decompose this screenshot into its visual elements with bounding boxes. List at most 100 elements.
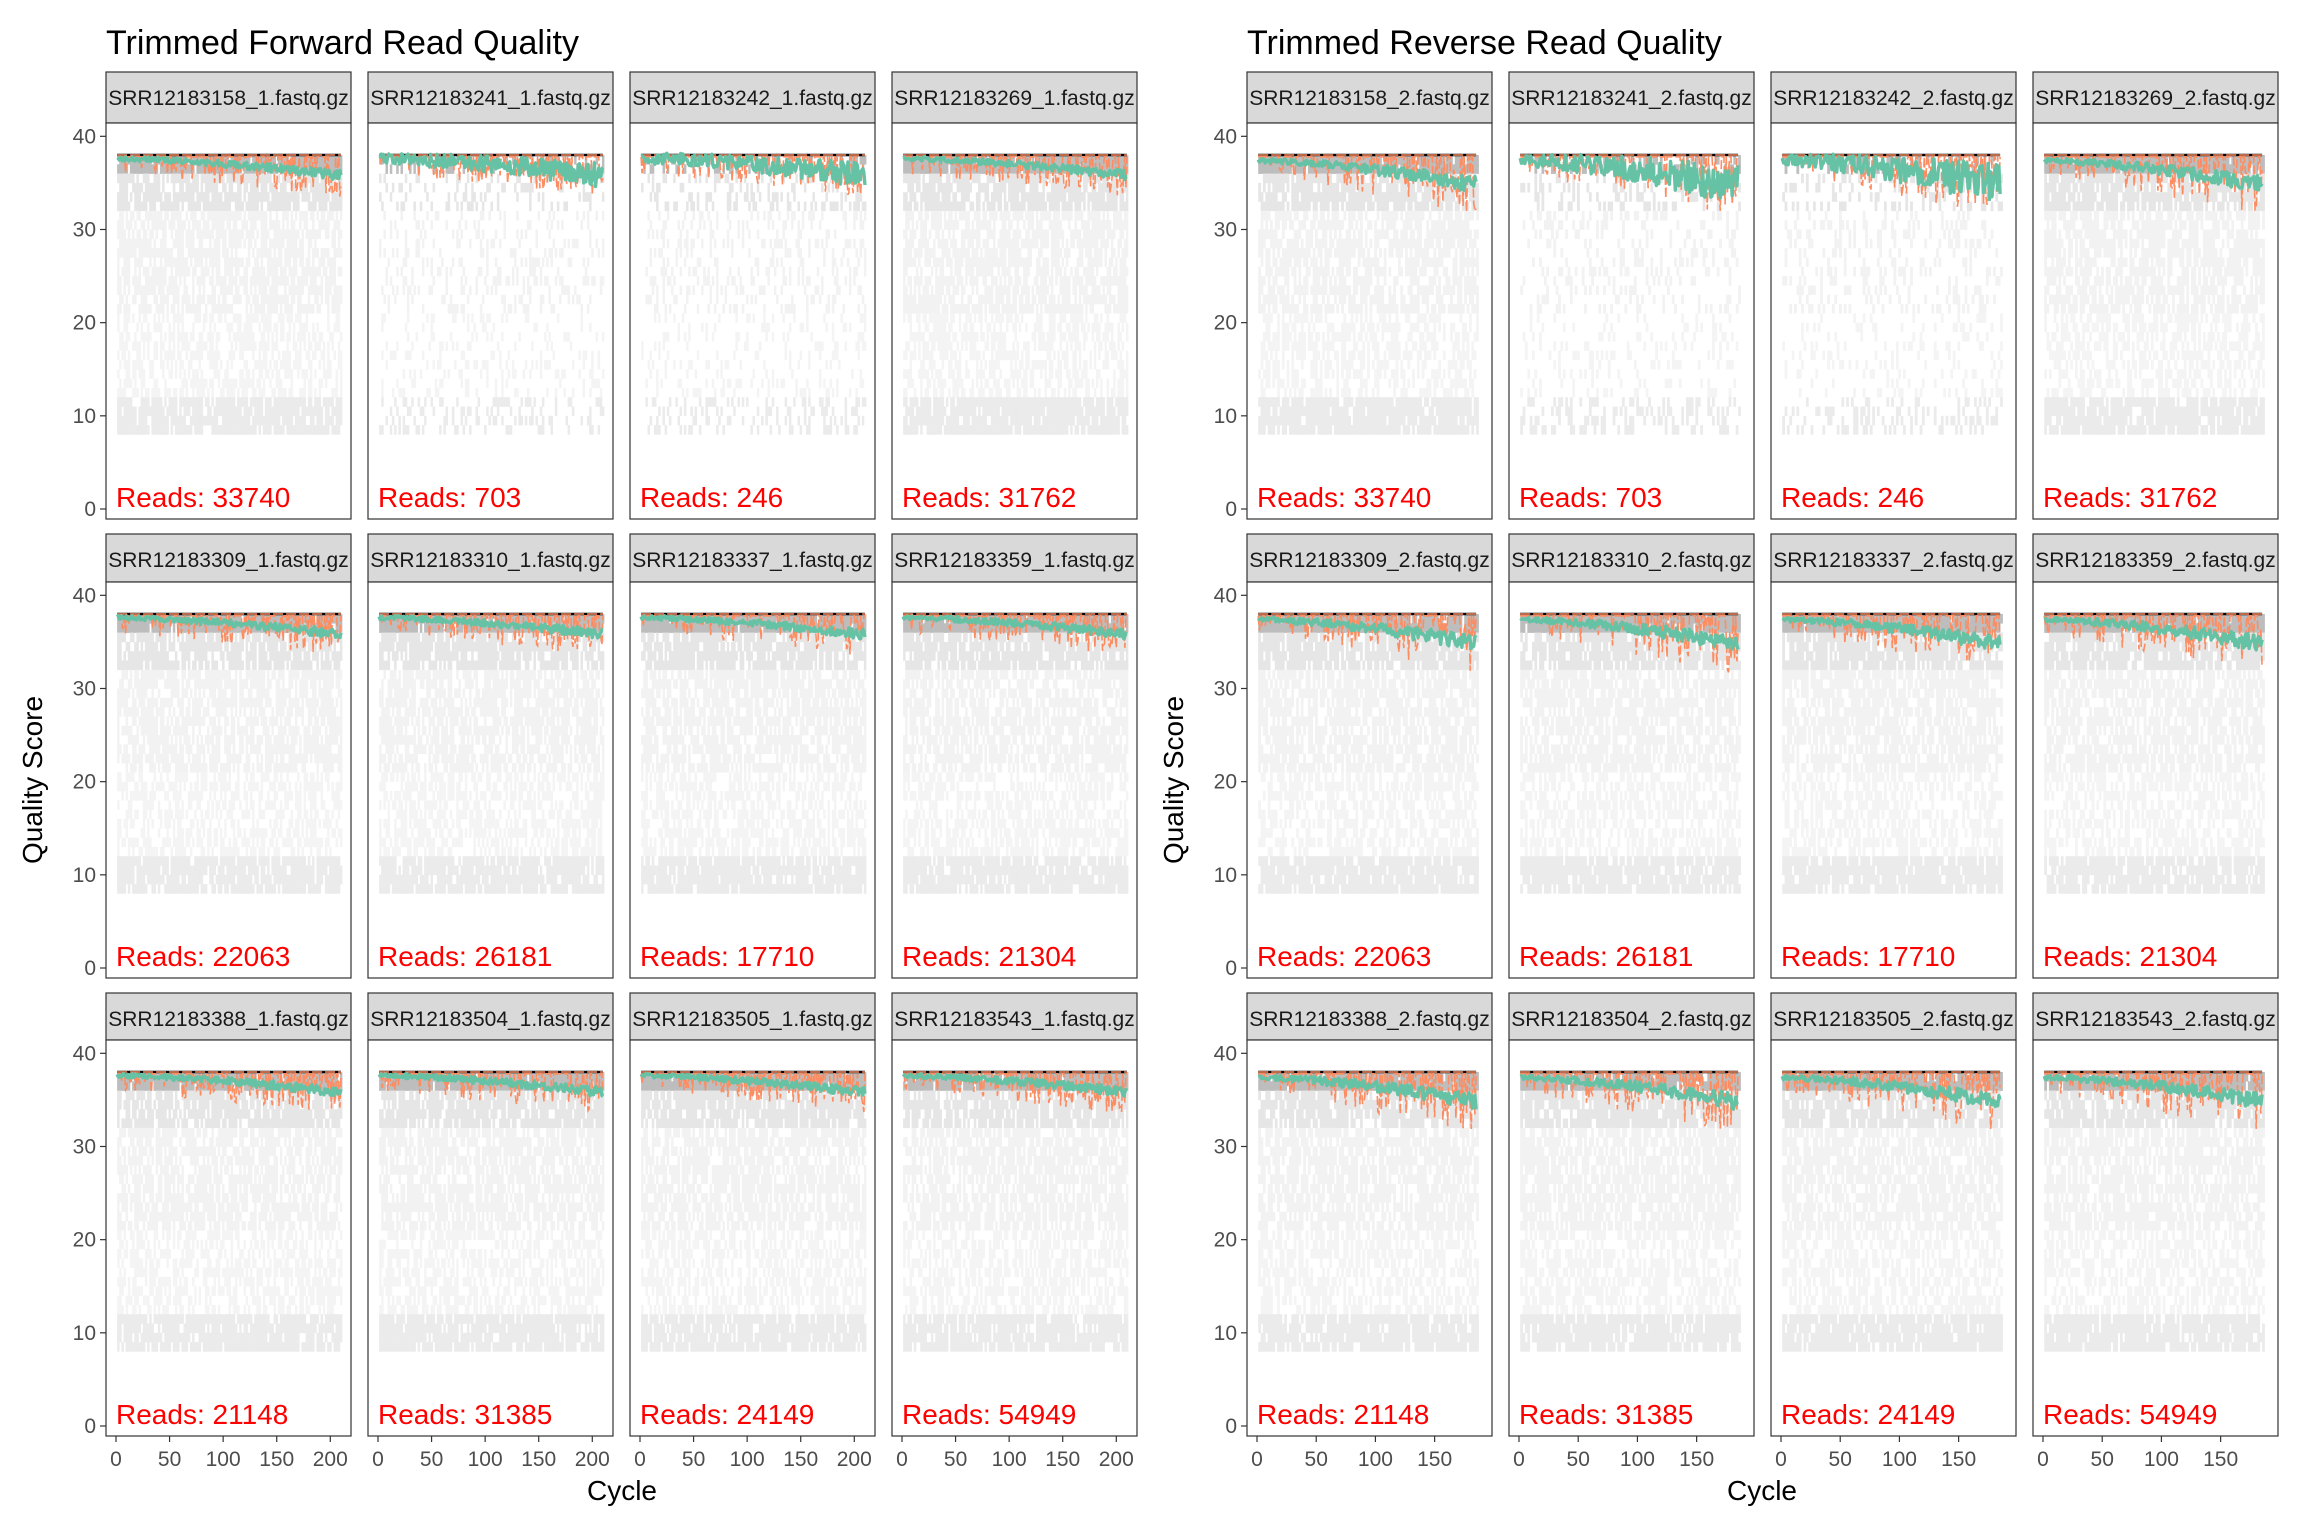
heatmap-cell [907,238,910,249]
heatmap-cell [701,285,704,295]
heatmap-cell [331,294,334,305]
heatmap-cell [956,341,960,351]
heatmap-cell [973,341,977,351]
heatmap-cell [464,182,468,193]
heatmap-cell [950,220,953,230]
heatmap-cell [688,322,691,333]
heatmap-cell [168,387,171,398]
heatmap-cell [1010,257,1013,267]
heatmap-cell [1003,378,1007,389]
heatmap-cell [662,285,665,295]
heatmap-cell [859,369,863,379]
heatmap-cell [1012,210,1015,221]
heatmap-cell [971,229,975,240]
heatmap-cell [791,182,794,193]
heatmap-cell [690,248,693,258]
heatmap-cell [844,220,848,230]
heatmap-cell [649,369,653,379]
heatmap-cell [207,192,210,202]
heatmap-cell [309,359,313,370]
heatmap-cell [329,332,332,342]
heatmap-cell [224,257,227,267]
heatmap-cell [157,285,161,295]
heatmap-cell [398,387,401,398]
heatmap-cell [784,304,788,314]
heatmap-cell [292,238,296,249]
heatmap-cell [971,201,975,212]
heatmap-cell [666,238,670,249]
heatmap-cell [219,192,223,202]
heatmap-cell [586,415,590,426]
heatmap-cell [980,266,983,277]
heatmap-cell [999,350,1002,361]
heatmap-cell [307,192,311,202]
heatmap-cell [920,406,923,417]
heatmap-cell [690,406,693,417]
heatmap-cell [556,313,560,323]
heatmap-cell [228,201,231,212]
heatmap-cell [391,182,395,193]
heatmap-cell [915,313,919,323]
heatmap-cell [134,387,137,398]
heatmap-cell [844,415,848,426]
heatmap-cell [831,182,835,193]
heatmap-cell [541,201,545,212]
heatmap-cell [406,248,410,258]
heatmap-cell [211,387,214,398]
heatmap-cell [967,266,970,277]
heatmap-cell [243,397,246,407]
heatmap-cell [305,257,309,267]
heatmap-cell [458,257,461,267]
heatmap-cell [166,304,169,314]
heatmap-cell [125,378,129,389]
heatmap-cell [486,266,489,277]
heatmap-cell [1014,415,1017,426]
heatmap-cell [309,304,313,314]
heatmap-cell [984,220,987,230]
heatmap-cell [441,378,444,389]
heatmap-cell [681,182,685,193]
heatmap-cell [469,285,472,295]
heatmap-cell [469,406,472,417]
heatmap-cell [404,173,408,184]
heatmap-cell [726,201,730,212]
heatmap-cell [204,173,208,184]
heatmap-cell [142,266,146,277]
heatmap-cell [846,257,850,267]
heatmap-cell [954,248,957,258]
heatmap-cell [601,155,605,165]
heatmap-cell [119,378,122,389]
heatmap-cell [119,285,122,295]
heatmap-cell [196,425,199,435]
heatmap-cell [271,266,274,277]
heatmap-cell [833,229,837,240]
heatmap-cell [290,276,294,286]
heatmap-cell [844,276,848,286]
heatmap-cell [752,192,755,202]
heatmap-cell [771,332,775,342]
facet-strip-label: SRR12183269_1.fastq.gz [894,87,1135,110]
heatmap-cell [125,369,129,379]
heatmap-cell [778,210,781,221]
heatmap-cell [943,425,947,435]
heatmap-cell [713,173,717,184]
heatmap-cell [724,285,728,295]
heatmap-cell [937,164,940,174]
heatmap-cell [207,266,210,277]
heatmap-cell [209,173,212,184]
heatmap-cell [786,332,790,342]
heatmap-cell [933,359,936,370]
heatmap-cell [269,313,272,323]
heatmap-cell [273,257,276,267]
heatmap-cell [984,182,987,193]
heatmap-cell [948,210,951,221]
heatmap-cell [948,229,951,240]
heatmap-cell [243,322,246,333]
heatmap-cell [928,332,932,342]
heatmap-cell [294,248,298,258]
heatmap-cell [679,182,683,193]
heatmap-cell [318,425,321,435]
heatmap-cell [918,350,921,361]
heatmap-cell [980,313,983,323]
heatmap-cell [121,173,124,184]
